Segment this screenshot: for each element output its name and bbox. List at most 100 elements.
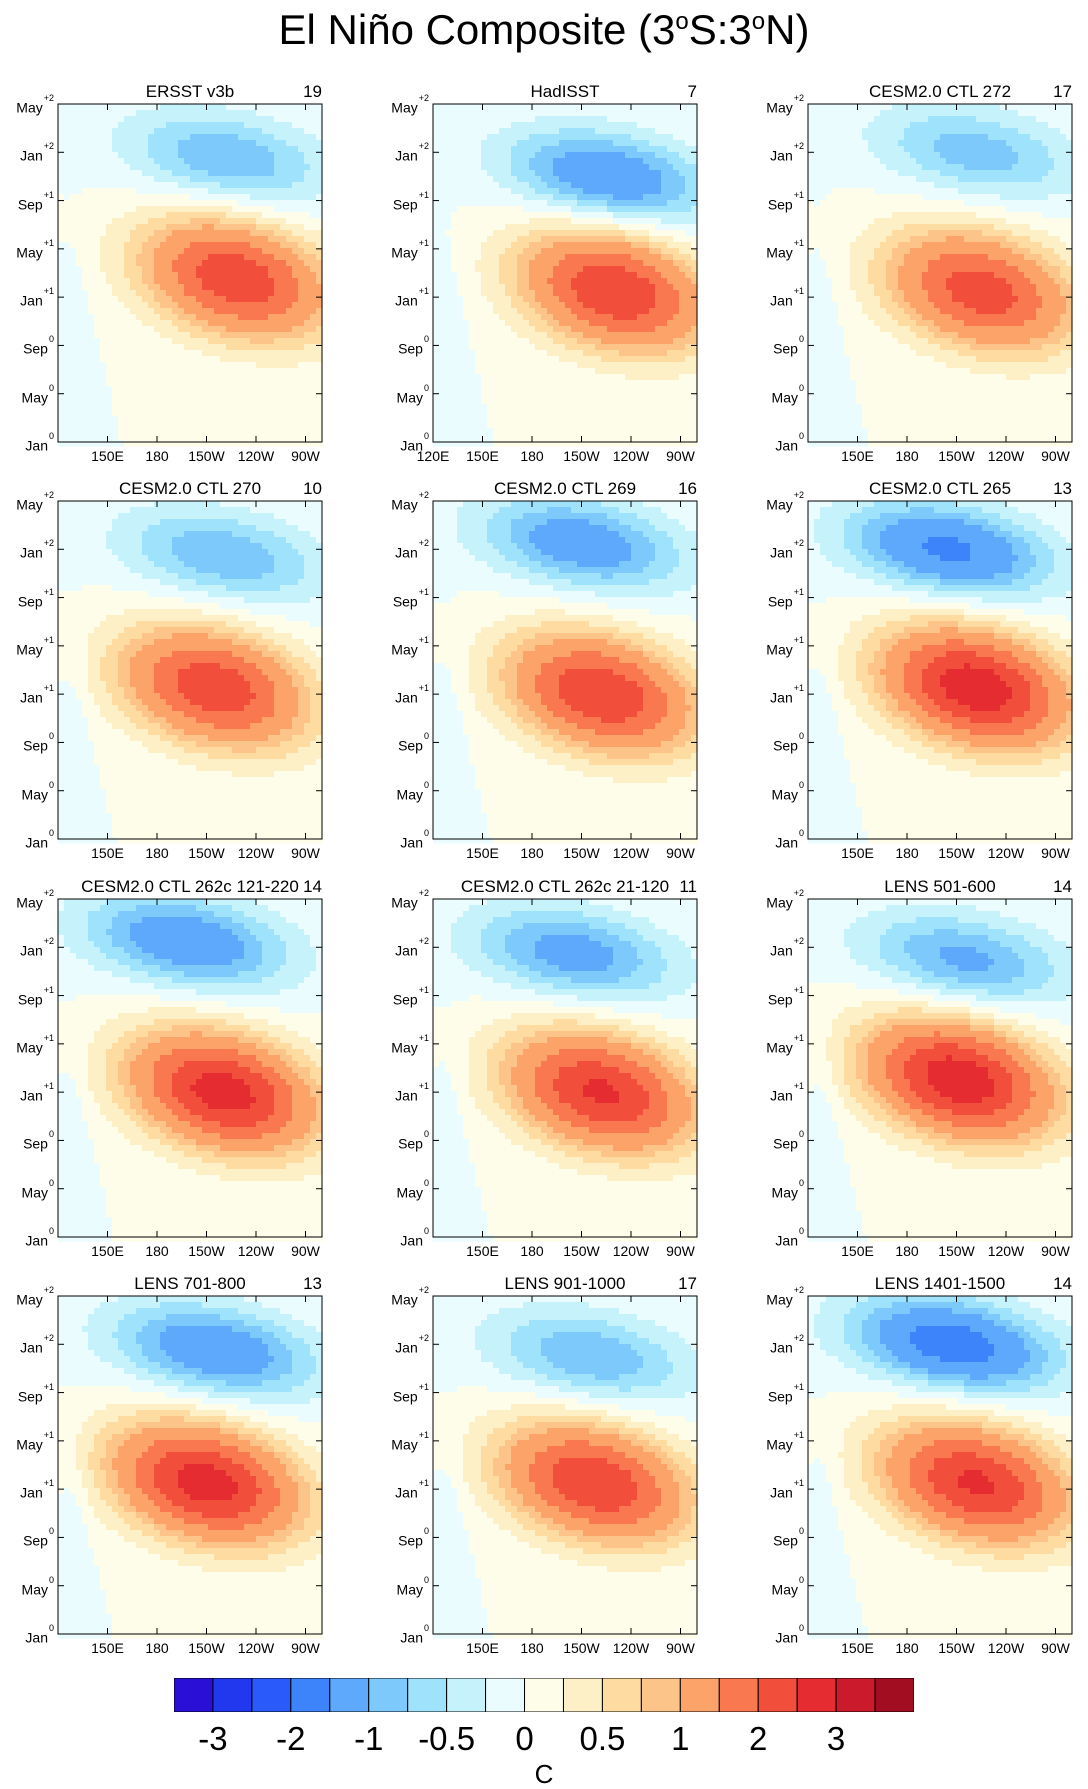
heatmap-cell	[667, 374, 674, 381]
heatmap-cell	[601, 344, 608, 351]
heatmap-cell	[310, 380, 317, 387]
heatmap-cell	[232, 308, 239, 315]
heatmap-cell	[64, 170, 71, 177]
heatmap-cell	[673, 422, 680, 429]
heatmap-cell	[82, 296, 89, 303]
heatmap-cell	[517, 344, 524, 351]
heatmap-cell	[166, 230, 173, 237]
heatmap-cell	[667, 146, 674, 153]
heatmap-cell	[304, 206, 311, 213]
heatmap-cell	[667, 386, 674, 393]
heatmap-cell	[196, 392, 203, 399]
heatmap-cell	[433, 314, 440, 321]
heatmap-cell	[661, 428, 668, 435]
heatmap-cell	[154, 404, 161, 411]
heatmap-cell	[310, 320, 317, 327]
heatmap-cell	[76, 134, 83, 141]
heatmap-cell	[112, 356, 119, 363]
heatmap-cell	[487, 266, 494, 273]
heatmap-cell	[178, 386, 185, 393]
heatmap-cell	[535, 314, 542, 321]
heatmap-cell	[124, 128, 131, 135]
heatmap-cell	[445, 392, 452, 399]
heatmap-cell	[523, 350, 530, 357]
heatmap-cell	[613, 206, 620, 213]
heatmap-cell	[469, 392, 476, 399]
heatmap-cell	[292, 386, 299, 393]
heatmap-cell	[535, 296, 542, 303]
heatmap-cell	[601, 254, 608, 261]
heatmap-cell	[583, 344, 590, 351]
heatmap-cell	[577, 422, 584, 429]
heatmap-cell	[154, 308, 161, 315]
heatmap-cell	[559, 338, 566, 345]
heatmap-cell	[583, 410, 590, 417]
heatmap-cell	[493, 350, 500, 357]
heatmap-cell	[547, 338, 554, 345]
heatmap-cell	[76, 242, 83, 249]
heatmap-cell	[685, 302, 692, 309]
heatmap-cell	[655, 350, 662, 357]
heatmap-cell	[565, 404, 572, 411]
heatmap-cell	[118, 212, 125, 219]
heatmap-cell	[262, 398, 269, 405]
heatmap-cell	[166, 326, 173, 333]
heatmap-cell	[184, 194, 191, 201]
heatmap-cell	[94, 356, 101, 363]
heatmap-cell	[154, 242, 161, 249]
heatmap-cell	[88, 254, 95, 261]
heatmap-cell	[655, 236, 662, 243]
heatmap-cell	[613, 398, 620, 405]
heatmap-cell	[673, 332, 680, 339]
heatmap-cell	[607, 362, 614, 369]
heatmap-cell	[94, 368, 101, 375]
heatmap-cell	[475, 398, 482, 405]
heatmap-cell	[232, 266, 239, 273]
heatmap-cell	[643, 386, 650, 393]
heatmap-cell	[517, 392, 524, 399]
heatmap-cell	[298, 152, 305, 159]
heatmap-cell	[475, 206, 482, 213]
heatmap-cell	[553, 230, 560, 237]
heatmap-cell	[202, 140, 209, 147]
heatmap-cell	[631, 218, 638, 225]
heatmap-cell	[310, 182, 317, 189]
heatmap-cell	[457, 224, 464, 231]
heatmap-cell	[679, 422, 686, 429]
heatmap-cell	[136, 254, 143, 261]
heatmap-cell	[487, 236, 494, 243]
heatmap-cell	[517, 266, 524, 273]
heatmap-cell	[433, 302, 440, 309]
heatmap-cell	[685, 116, 692, 123]
heatmap-cell	[274, 290, 281, 297]
heatmap-cell	[607, 236, 614, 243]
heatmap-cell	[100, 152, 107, 159]
heatmap-cell	[88, 350, 95, 357]
heatmap-cell	[577, 146, 584, 153]
heatmap-cell	[649, 422, 656, 429]
heatmap-cell	[445, 116, 452, 123]
heatmap-cell	[607, 266, 614, 273]
heatmap-cell	[685, 392, 692, 399]
heatmap-cell	[214, 260, 221, 267]
heatmap-cell	[475, 152, 482, 159]
heatmap-cell	[160, 116, 167, 123]
heatmap-cell	[667, 380, 674, 387]
heatmap-cell	[232, 326, 239, 333]
heatmap-cell	[457, 260, 464, 267]
heatmap-cell	[64, 212, 71, 219]
heatmap-cell	[469, 230, 476, 237]
heatmap-cell	[643, 128, 650, 135]
heatmap-cell	[286, 128, 293, 135]
heatmap-cell	[94, 140, 101, 147]
heatmap-cell	[220, 290, 227, 297]
heatmap-cell	[106, 440, 113, 447]
heatmap-cell	[493, 212, 500, 219]
heatmap-cell	[202, 188, 209, 195]
heatmap-cell	[274, 182, 281, 189]
heatmap-cell	[565, 392, 572, 399]
heatmap-cell	[679, 134, 686, 141]
heatmap-cell	[679, 200, 686, 207]
heatmap-cell	[655, 206, 662, 213]
heatmap-cell	[178, 392, 185, 399]
